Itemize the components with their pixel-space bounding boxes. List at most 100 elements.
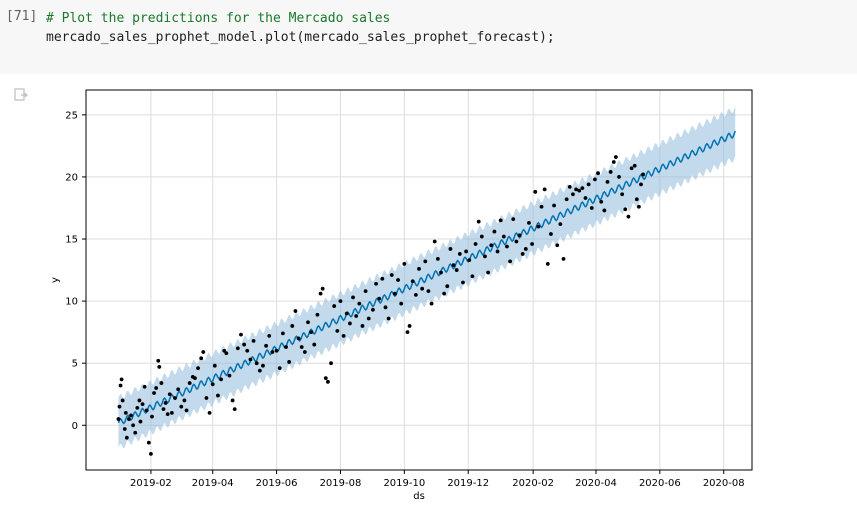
data-point — [467, 258, 472, 263]
x-tick-label: 2019-04 — [192, 478, 234, 489]
data-point — [517, 233, 522, 238]
data-point — [623, 207, 628, 212]
data-point — [389, 273, 394, 277]
data-point — [219, 377, 223, 382]
data-point — [501, 234, 506, 239]
data-point — [464, 249, 469, 254]
execution-count: [71] — [6, 9, 38, 24]
data-point — [176, 387, 181, 392]
data-point — [629, 166, 634, 171]
forecast-plot: 2019-02 2019-04 2019-06 2019-08 2019-10 2019-… — [50, 89, 753, 502]
data-point — [402, 261, 407, 266]
data-point — [451, 263, 456, 267]
data-point — [335, 329, 340, 333]
data-point — [154, 386, 159, 390]
code-statement: mercado_sales_prophet_model.plot(mercado… — [46, 30, 555, 45]
data-point — [222, 348, 227, 353]
data-point — [396, 278, 400, 282]
data-point — [634, 197, 639, 202]
data-point — [245, 348, 250, 353]
data-point — [366, 316, 371, 321]
y-tick-label: 0 — [72, 421, 78, 432]
data-point — [306, 320, 310, 325]
output-copy-icon[interactable] — [13, 87, 29, 103]
data-point — [135, 406, 140, 410]
code-comment: # Plot the predictions for the Mercado s… — [46, 11, 391, 26]
data-point — [131, 423, 136, 428]
data-point — [254, 361, 259, 366]
data-point — [270, 350, 275, 354]
data-point — [182, 398, 187, 403]
data-point — [617, 175, 621, 179]
code-cell[interactable]: [71] # Plot the predictions for the Merc… — [0, 0, 857, 74]
data-point — [152, 391, 156, 395]
data-point — [354, 314, 359, 318]
y-tick-label: 20 — [65, 172, 78, 183]
data-point — [146, 440, 151, 445]
y-tick-label: 10 — [65, 297, 78, 308]
data-point — [596, 171, 600, 176]
data-point — [184, 408, 189, 413]
data-point — [323, 376, 328, 380]
data-point — [586, 182, 591, 187]
data-point — [420, 286, 425, 291]
data-point — [439, 270, 443, 275]
data-point — [417, 266, 421, 271]
data-point — [163, 401, 168, 405]
data-point — [608, 170, 613, 174]
data-point — [199, 356, 204, 361]
data-point — [470, 274, 475, 279]
data-point — [150, 414, 154, 419]
data-point — [405, 330, 410, 335]
data-point — [626, 214, 631, 219]
data-point — [407, 324, 412, 328]
data-point — [144, 408, 149, 413]
data-point — [457, 252, 462, 256]
data-point — [277, 366, 282, 371]
data-point — [613, 155, 618, 159]
data-point — [207, 410, 212, 415]
data-point — [116, 417, 121, 421]
data-point — [580, 186, 585, 190]
data-point — [216, 393, 220, 398]
data-point — [338, 299, 343, 304]
data-point — [124, 435, 129, 440]
x-tick-label: 2019-10 — [383, 478, 425, 489]
data-point — [555, 243, 560, 248]
data-point — [495, 249, 500, 254]
data-point — [261, 363, 265, 368]
data-point — [239, 332, 243, 337]
data-point — [605, 180, 610, 184]
y-axis-label: y — [50, 277, 61, 283]
data-point — [264, 343, 269, 348]
data-point — [473, 242, 478, 246]
data-point — [127, 417, 131, 421]
data-point — [611, 160, 616, 164]
data-point — [302, 350, 307, 354]
data-point — [235, 346, 240, 351]
data-point — [589, 206, 594, 210]
data-point — [193, 376, 197, 380]
data-point — [293, 309, 298, 313]
data-point — [341, 333, 346, 338]
data-point — [167, 392, 172, 397]
data-point — [179, 404, 184, 409]
data-point — [149, 451, 153, 456]
data-point — [423, 259, 428, 264]
data-point — [483, 254, 487, 259]
data-point — [583, 196, 588, 200]
data-point — [347, 321, 352, 326]
data-point — [290, 324, 295, 328]
code-editor[interactable]: # Plot the predictions for the Mercado s… — [46, 9, 555, 47]
data-point — [489, 243, 494, 248]
data-point — [196, 366, 200, 371]
y-tick-label: 25 — [65, 110, 78, 121]
data-point — [344, 311, 349, 316]
data-point — [377, 296, 382, 301]
data-point — [577, 188, 582, 193]
data-point — [326, 379, 330, 384]
data-point — [122, 427, 127, 431]
x-tick-label: 2019-08 — [320, 478, 362, 489]
data-point — [426, 289, 431, 294]
data-point — [351, 295, 355, 300]
